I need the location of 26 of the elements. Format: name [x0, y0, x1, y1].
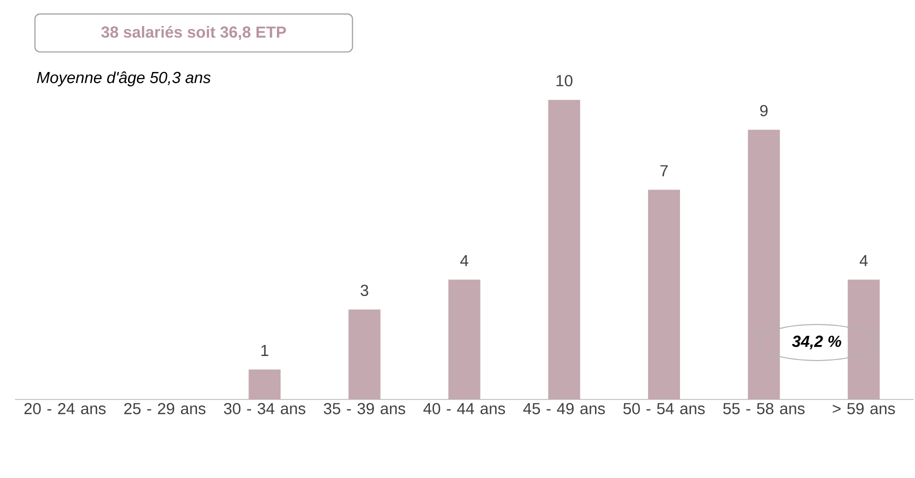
x-tick-label: 35 - 39 ans — [324, 402, 406, 414]
bar — [648, 190, 680, 400]
x-tick-label: 25 - 29 ans — [124, 402, 206, 414]
x-tick-label: > 59 ans — [832, 402, 895, 414]
x-tick-label: 40 - 44 ans — [423, 402, 506, 414]
data-label: 7 — [660, 165, 668, 176]
x-tick-label: 55 - 58 ans — [723, 402, 805, 414]
data-label: 4 — [460, 254, 468, 266]
annotation: 34,2 % — [792, 336, 842, 350]
bar — [248, 369, 281, 400]
bar — [848, 279, 880, 400]
x-tick-label: 20 - 24 ans — [24, 402, 106, 414]
x-tick-label: 50 - 54 ans — [623, 402, 705, 414]
data-label: 10 — [556, 74, 572, 86]
bar — [348, 309, 380, 400]
chart-title: 38 salariés soit 36,8 ETP — [101, 26, 286, 40]
bar — [548, 100, 580, 400]
bar — [448, 279, 480, 400]
bar — [748, 130, 780, 400]
data-label: 9 — [760, 104, 768, 116]
data-label: 4 — [860, 254, 868, 266]
data-label: 3 — [360, 284, 368, 296]
x-tick-label: 30 - 34 ans — [224, 402, 306, 414]
data-label: 1 — [261, 344, 268, 356]
x-tick-label: 45 - 49 ans — [523, 402, 605, 414]
chart-subtitle: Moyenne d'âge 50,3 ans — [36, 71, 211, 86]
